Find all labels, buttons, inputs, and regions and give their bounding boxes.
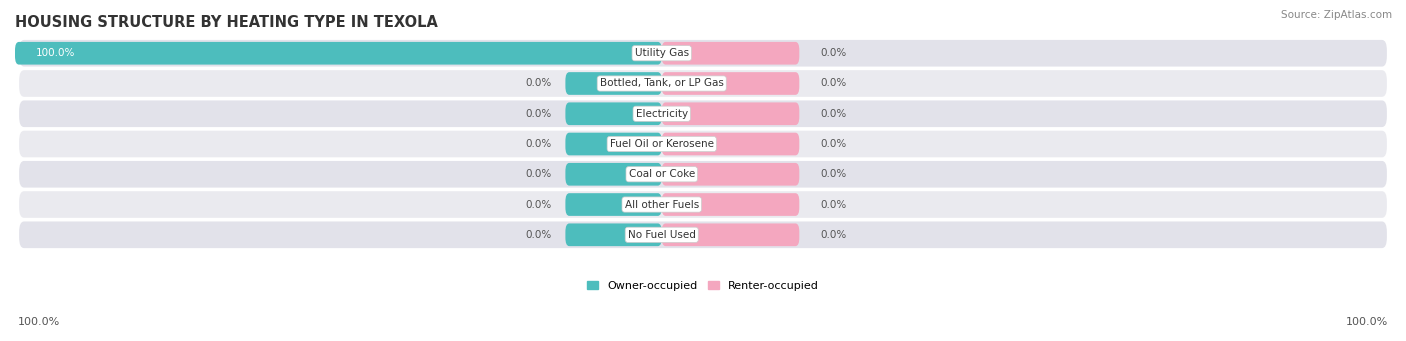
FancyBboxPatch shape (15, 42, 662, 64)
Text: No Fuel Used: No Fuel Used (628, 230, 696, 240)
FancyBboxPatch shape (20, 131, 1386, 157)
FancyBboxPatch shape (565, 102, 662, 125)
FancyBboxPatch shape (662, 163, 800, 186)
Text: 0.0%: 0.0% (526, 199, 551, 209)
FancyBboxPatch shape (20, 221, 1386, 248)
FancyBboxPatch shape (662, 133, 800, 155)
Text: 0.0%: 0.0% (526, 230, 551, 240)
FancyBboxPatch shape (662, 42, 800, 64)
FancyBboxPatch shape (662, 102, 800, 125)
Text: 0.0%: 0.0% (820, 230, 846, 240)
Text: 0.0%: 0.0% (526, 109, 551, 119)
Text: 0.0%: 0.0% (820, 48, 846, 58)
Text: Bottled, Tank, or LP Gas: Bottled, Tank, or LP Gas (600, 78, 724, 89)
Text: HOUSING STRUCTURE BY HEATING TYPE IN TEXOLA: HOUSING STRUCTURE BY HEATING TYPE IN TEX… (15, 15, 437, 30)
Text: 0.0%: 0.0% (820, 199, 846, 209)
Text: Electricity: Electricity (636, 109, 688, 119)
Text: 0.0%: 0.0% (820, 109, 846, 119)
Text: Source: ZipAtlas.com: Source: ZipAtlas.com (1281, 10, 1392, 20)
Text: 100.0%: 100.0% (35, 48, 75, 58)
FancyBboxPatch shape (565, 193, 662, 216)
FancyBboxPatch shape (565, 133, 662, 155)
FancyBboxPatch shape (20, 161, 1386, 188)
Text: 0.0%: 0.0% (820, 78, 846, 89)
Text: All other Fuels: All other Fuels (624, 199, 699, 209)
FancyBboxPatch shape (565, 223, 662, 246)
Text: 100.0%: 100.0% (1346, 317, 1388, 327)
FancyBboxPatch shape (20, 191, 1386, 218)
FancyBboxPatch shape (565, 163, 662, 186)
Text: 0.0%: 0.0% (820, 169, 846, 179)
Text: Utility Gas: Utility Gas (634, 48, 689, 58)
Text: 0.0%: 0.0% (526, 78, 551, 89)
Text: 0.0%: 0.0% (820, 139, 846, 149)
FancyBboxPatch shape (662, 223, 800, 246)
FancyBboxPatch shape (20, 101, 1386, 127)
FancyBboxPatch shape (662, 193, 800, 216)
Text: Coal or Coke: Coal or Coke (628, 169, 695, 179)
FancyBboxPatch shape (20, 40, 1386, 66)
Text: 0.0%: 0.0% (526, 139, 551, 149)
Text: 0.0%: 0.0% (526, 169, 551, 179)
Legend: Owner-occupied, Renter-occupied: Owner-occupied, Renter-occupied (586, 281, 820, 291)
Text: Fuel Oil or Kerosene: Fuel Oil or Kerosene (610, 139, 714, 149)
Text: 100.0%: 100.0% (18, 317, 60, 327)
FancyBboxPatch shape (662, 72, 800, 95)
FancyBboxPatch shape (565, 72, 662, 95)
FancyBboxPatch shape (20, 70, 1386, 97)
